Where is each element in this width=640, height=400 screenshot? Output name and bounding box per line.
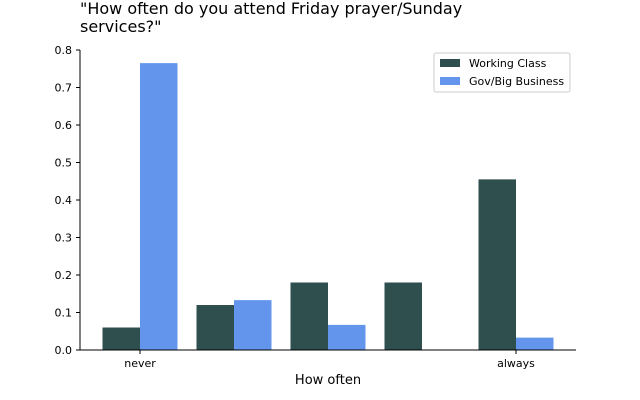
bar-gov-big-business-1 bbox=[234, 300, 272, 350]
legend-frame bbox=[433, 52, 571, 93]
bar-working-class-3 bbox=[384, 282, 422, 350]
legend-swatch-gov-big-business bbox=[440, 77, 460, 85]
chart-title-line-1: "How often do you attend Friday prayer/S… bbox=[80, 0, 462, 18]
y-tick-label: 0.2 bbox=[55, 269, 73, 282]
chart-title-line-2: services?" bbox=[80, 17, 162, 36]
bars-group bbox=[102, 63, 554, 350]
x-axis-label: How often bbox=[295, 373, 361, 388]
legend-swatch-working-class bbox=[440, 59, 460, 67]
y-tick-label: 0.5 bbox=[55, 157, 73, 170]
y-tick-label: 0.1 bbox=[55, 307, 73, 320]
y-tick-label: 0.0 bbox=[55, 344, 73, 357]
x-tick-label: always bbox=[497, 357, 535, 370]
bar-working-class-2 bbox=[290, 282, 328, 350]
x-axis-ticks: never always bbox=[124, 350, 535, 370]
bar-gov-big-business-0 bbox=[140, 63, 178, 350]
y-tick-label: 0.8 bbox=[55, 44, 73, 57]
bar-gov-big-business-4 bbox=[516, 337, 554, 350]
y-tick-label: 0.7 bbox=[55, 82, 73, 95]
y-axis-ticks: 0.0 0.1 0.2 0.3 0.4 0.5 0.6 0.7 0.8 bbox=[55, 44, 80, 357]
y-tick-label: 0.6 bbox=[55, 119, 73, 132]
bar-gov-big-business-2 bbox=[328, 324, 366, 350]
bar-working-class-4 bbox=[478, 179, 516, 350]
bar-working-class-0 bbox=[102, 327, 140, 350]
legend-label-working-class: Working Class bbox=[469, 57, 547, 70]
y-tick-label: 0.3 bbox=[55, 232, 73, 245]
bar-working-class-1 bbox=[196, 305, 234, 350]
y-tick-label: 0.4 bbox=[55, 194, 73, 207]
legend: Working Class Gov/Big Business bbox=[433, 52, 571, 93]
x-tick-label: never bbox=[124, 357, 156, 370]
legend-label-gov-big-business: Gov/Big Business bbox=[469, 75, 564, 88]
